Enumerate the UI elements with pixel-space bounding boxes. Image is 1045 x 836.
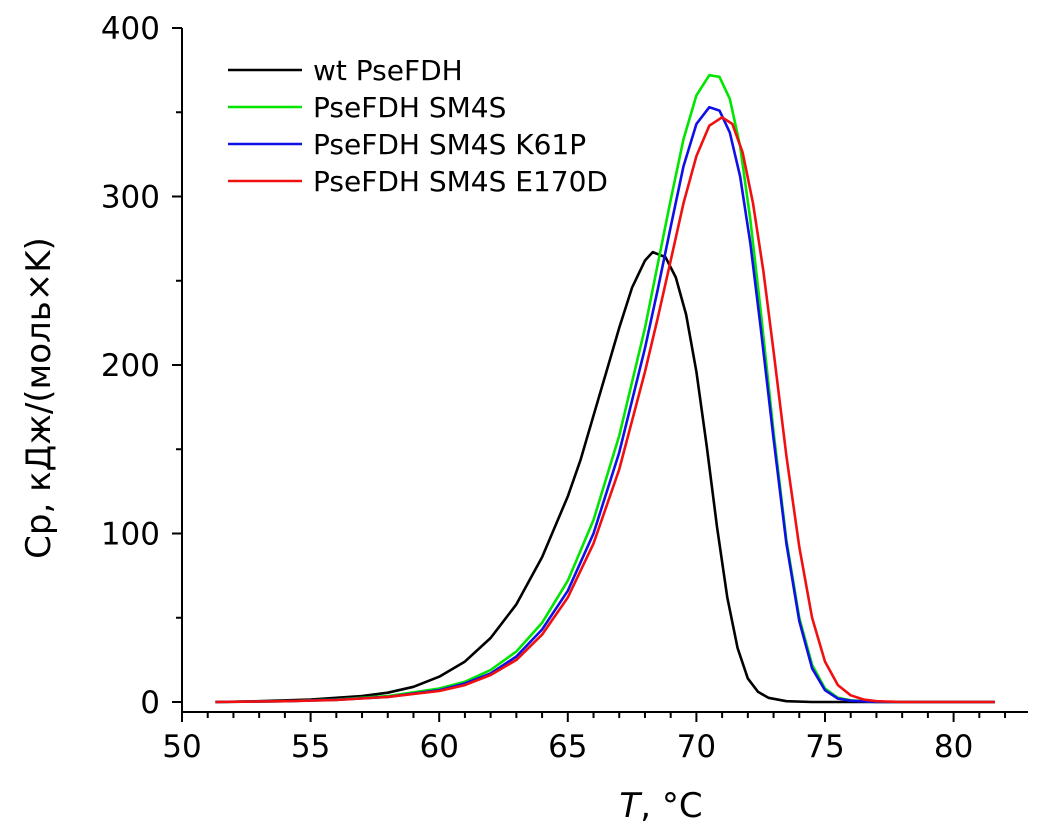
- legend-label-3: PseFDH SM4S E170D: [313, 165, 608, 198]
- x-tick-label: 50: [162, 729, 201, 765]
- legend-label-2: PseFDH SM4S K61P: [313, 128, 586, 161]
- x-tick-label: 70: [677, 729, 716, 765]
- x-axis-title: T, °C: [619, 786, 702, 826]
- y-tick-label: 300: [101, 180, 160, 216]
- x-tick-label: 75: [805, 729, 844, 765]
- legend-label-0: wt PseFDH: [313, 54, 463, 87]
- series-line-2: [215, 105, 995, 704]
- series-line-0: [215, 250, 995, 704]
- y-tick-label: 400: [101, 11, 160, 47]
- series-line-3: [215, 116, 995, 704]
- x-axis-title-var: T: [619, 786, 642, 826]
- plot-lines: [215, 73, 995, 704]
- y-axis-title: Cp, кДж/(моль×K): [19, 237, 59, 559]
- y-tick-label: 200: [101, 348, 160, 384]
- axes: 50 55 60 65 70 75 80 0 100 200 300 400: [101, 11, 1028, 765]
- x-tick-label: 55: [291, 729, 330, 765]
- x-axis-title-rest: , °C: [640, 786, 702, 826]
- legend-label-1: PseFDH SM4S: [313, 91, 506, 124]
- x-tick-label: 80: [934, 729, 973, 765]
- legend: wt PseFDH PseFDH SM4S PseFDH SM4S K61P PseF…: [228, 54, 608, 198]
- x-tick-label: 65: [548, 729, 587, 765]
- y-tick-label: 100: [101, 517, 160, 553]
- y-tick-label: 0: [140, 685, 160, 721]
- x-tick-label: 60: [419, 729, 458, 765]
